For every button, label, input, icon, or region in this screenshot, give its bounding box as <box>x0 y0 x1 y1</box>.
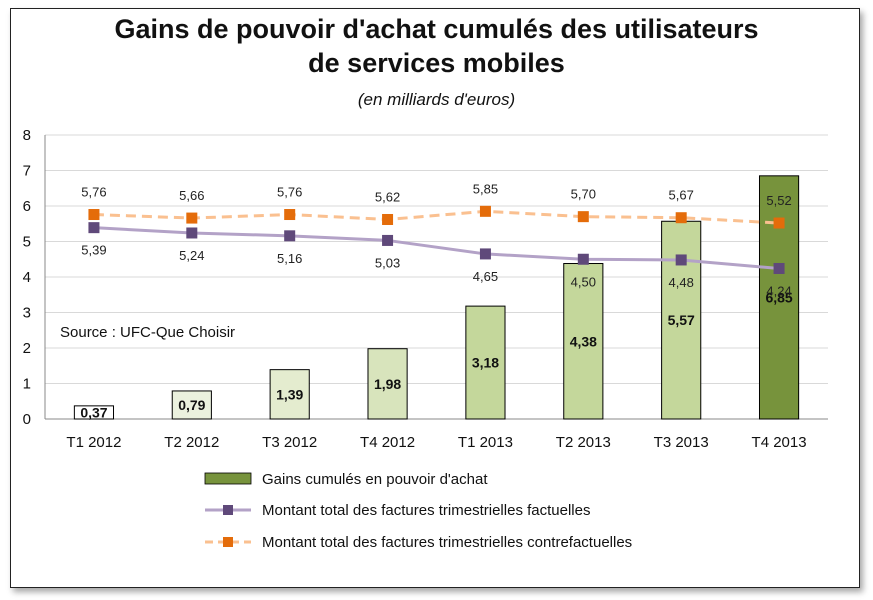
contrefactuelles-value-label: 5,62 <box>375 189 400 204</box>
y-tick-label: 0 <box>23 411 31 428</box>
chart-frame <box>10 8 860 588</box>
contrefactuelles-value-label: 5,66 <box>179 188 204 203</box>
legend-item-contrefactuelles: Montant total des factures trimestrielle… <box>204 531 632 553</box>
bar <box>73 405 115 420</box>
legend-item-factuelles: Montant total des factures trimestrielle… <box>204 499 590 521</box>
legend-label-gains: Gains cumulés en pouvoir d'achat <box>262 470 488 488</box>
bar <box>563 263 604 420</box>
contrefactuelles-value-label: 5,76 <box>81 185 106 200</box>
x-tick-label: T2 2013 <box>556 434 611 451</box>
bar <box>269 369 310 420</box>
bar <box>758 175 800 420</box>
factuelles-value-label: 5,16 <box>277 251 302 266</box>
y-tick-label: 8 <box>23 127 31 144</box>
bar <box>171 390 212 420</box>
chart-title: Gains de pouvoir d'achat cumulés des uti… <box>0 12 873 80</box>
factuelles-marker <box>675 254 687 266</box>
legend-item-gains: Gains cumulés en pouvoir d'achat <box>204 468 488 490</box>
factuelles-value-label: 4,24 <box>766 283 791 298</box>
y-tick-label: 4 <box>23 269 31 286</box>
factuelles-marker <box>577 253 589 265</box>
contrefactuelles-marker <box>284 209 296 221</box>
chart-title-line2: de services mobiles <box>308 48 565 78</box>
chart-title-line1: Gains de pouvoir d'achat cumulés des uti… <box>114 14 759 44</box>
factuelles-value-label: 4,48 <box>669 275 694 290</box>
contrefactuelles-marker <box>577 211 589 223</box>
y-tick-label: 1 <box>23 376 31 393</box>
contrefactuelles-marker <box>479 205 491 217</box>
x-tick-label: T4 2013 <box>752 434 807 451</box>
factuelles-marker <box>284 230 296 242</box>
bar <box>661 220 702 420</box>
chart-subtitle: (en milliards d'euros) <box>357 90 516 109</box>
contrefactuelles-marker <box>88 209 100 221</box>
source-note: Source : UFC-Que Choisir <box>60 324 236 341</box>
factuelles-marker <box>382 234 394 246</box>
bar-value-label: 5,57 <box>668 312 695 328</box>
legend-line-swatch-contrefactuelles <box>205 537 251 547</box>
factuelles-value-label: 4,50 <box>571 274 596 289</box>
y-tick-label: 5 <box>23 234 31 251</box>
y-tick-label: 7 <box>23 163 31 180</box>
bar-value-label: 0,79 <box>178 397 205 413</box>
y-tick-label: 2 <box>23 340 31 357</box>
contrefactuelles-value-label: 5,52 <box>766 193 791 208</box>
y-tick-label: 3 <box>23 305 31 322</box>
legend-line-swatch-factuelles <box>205 505 251 515</box>
factuelles-marker <box>186 227 198 239</box>
x-tick-label: T1 2012 <box>66 434 121 451</box>
legend-label-factuelles: Montant total des factures trimestrielle… <box>262 501 591 519</box>
contrefactuelles-line <box>93 209 780 225</box>
factuelles-value-label: 5,03 <box>375 255 400 270</box>
legend-bar-swatch <box>204 472 252 485</box>
x-tick-label: T3 2013 <box>654 434 709 451</box>
factuelles-line <box>93 226 780 270</box>
bar <box>367 348 408 420</box>
bar-value-label: 6,85 <box>765 289 792 305</box>
factuelles-value-label: 5,39 <box>81 243 106 258</box>
bar-value-label: 3,18 <box>472 355 499 371</box>
contrefactuelles-marker <box>382 213 394 225</box>
bar-value-label: 0,37 <box>80 404 107 420</box>
contrefactuelles-marker <box>186 212 198 224</box>
factuelles-marker <box>773 262 785 274</box>
x-tick-label: T4 2012 <box>360 434 415 451</box>
contrefactuelles-value-label: 5,67 <box>669 188 694 203</box>
y-tick-label: 6 <box>23 198 31 215</box>
bar-value-label: 1,98 <box>374 376 401 392</box>
x-tick-label: T1 2013 <box>458 434 513 451</box>
factuelles-marker <box>479 248 491 260</box>
factuelles-value-label: 5,24 <box>179 248 204 263</box>
legend-label-contrefactuelles: Montant total des factures trimestrielle… <box>262 533 633 551</box>
factuelles-marker <box>88 222 100 234</box>
x-tick-label: T2 2012 <box>164 434 219 451</box>
factuelles-value-label: 4,65 <box>473 269 498 284</box>
x-tick-label: T3 2012 <box>262 434 317 451</box>
contrefactuelles-marker <box>773 217 785 229</box>
contrefactuelles-marker <box>675 212 687 224</box>
bar-value-label: 4,38 <box>570 333 597 349</box>
contrefactuelles-value-label: 5,76 <box>277 185 302 200</box>
bar <box>465 305 506 420</box>
bar-value-label: 1,39 <box>276 386 303 402</box>
contrefactuelles-value-label: 5,85 <box>473 181 498 196</box>
contrefactuelles-value-label: 5,70 <box>571 187 596 202</box>
